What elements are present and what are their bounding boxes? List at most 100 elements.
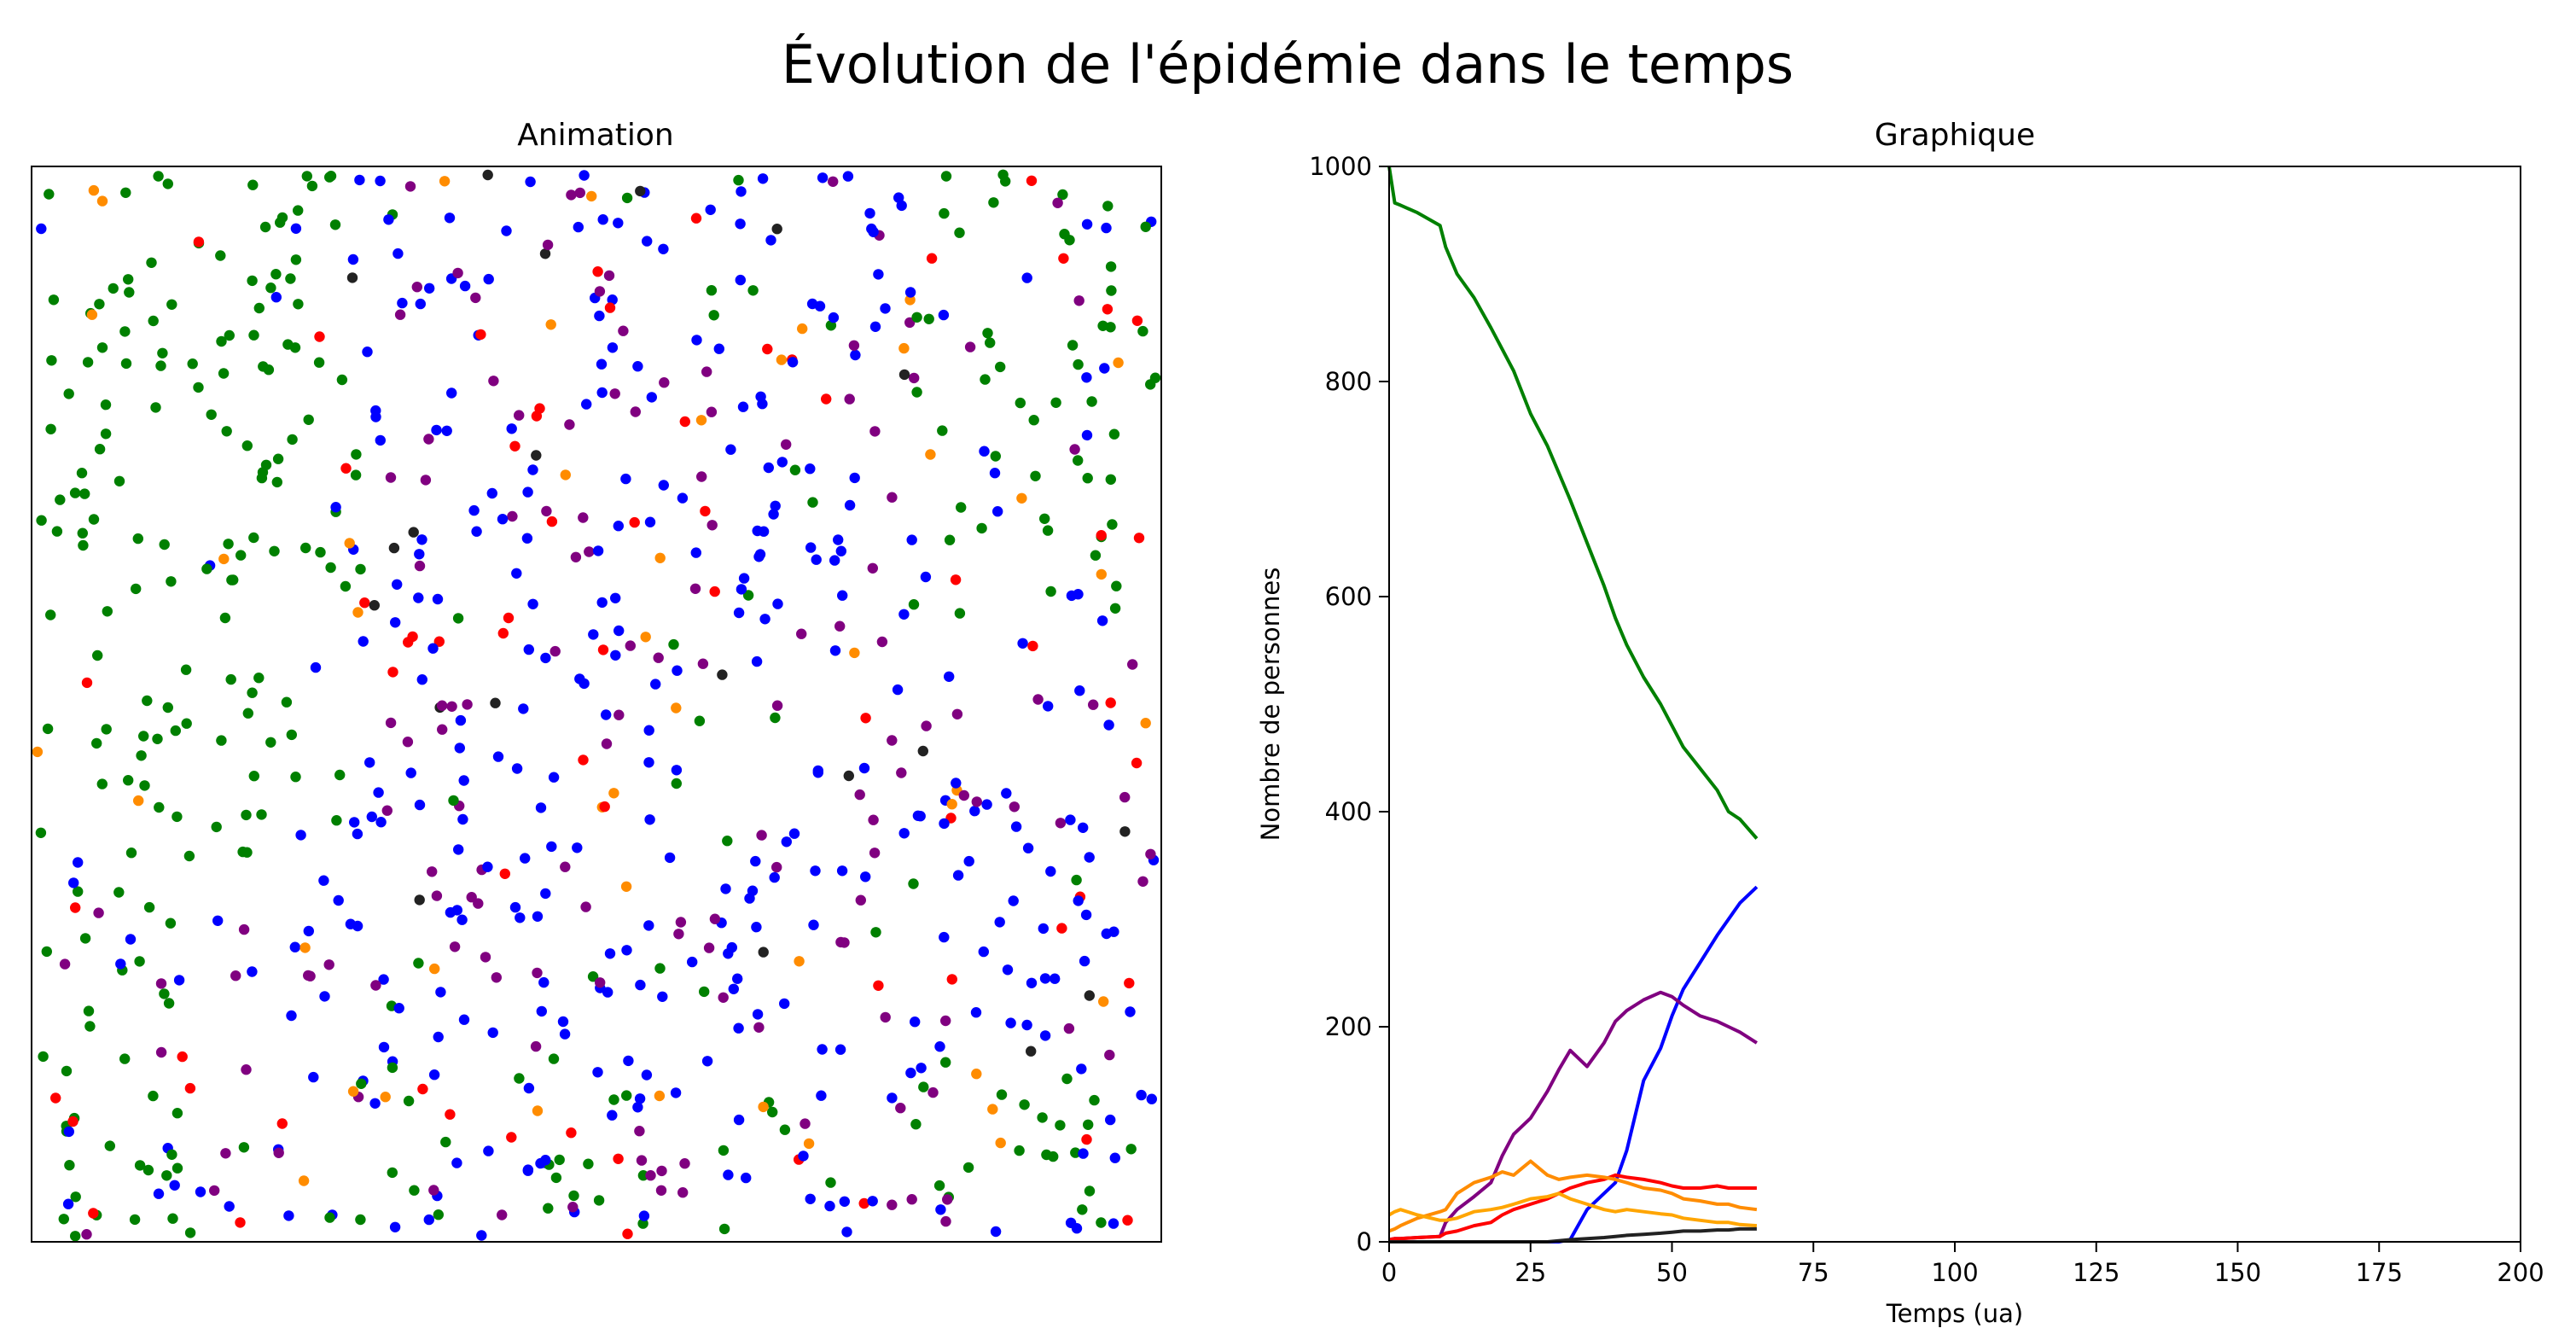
- scatter-point: [405, 767, 416, 778]
- scatter-point: [906, 1194, 917, 1205]
- scatter-point: [939, 207, 950, 219]
- scatter-point: [167, 1213, 178, 1224]
- scatter-point: [359, 597, 370, 609]
- scatter-point: [629, 516, 640, 528]
- scatter-point: [613, 625, 625, 637]
- scatter-point: [108, 283, 119, 294]
- scatter-point: [162, 178, 173, 189]
- scatter-point: [1055, 818, 1067, 829]
- scatter-point: [248, 329, 259, 341]
- scatter-point: [545, 319, 556, 330]
- scatter-point: [787, 357, 799, 368]
- scatter-point: [578, 512, 589, 523]
- x-tick-label: 25: [1515, 1258, 1546, 1287]
- scatter-point: [1146, 1093, 1158, 1104]
- scatter-point: [979, 446, 990, 457]
- scatter-point: [825, 1177, 836, 1188]
- scatter-point: [837, 590, 848, 601]
- scatter-point: [976, 522, 987, 534]
- scatter-point: [596, 597, 608, 609]
- animation-panel: Animation: [31, 118, 1162, 1243]
- scatter-point: [620, 473, 631, 485]
- scatter-point: [908, 599, 920, 610]
- scatter-point: [324, 1212, 335, 1223]
- scatter-point: [610, 650, 621, 661]
- scatter-point: [592, 266, 603, 277]
- scatter-point: [1137, 325, 1148, 337]
- scatter-point: [722, 836, 733, 847]
- scatter-point: [646, 392, 657, 403]
- scatter-point: [163, 998, 175, 1009]
- scatter-point: [779, 998, 790, 1010]
- scatter-point: [864, 207, 875, 219]
- scatter-point: [1105, 1114, 1116, 1126]
- scatter-point: [1107, 519, 1118, 530]
- scatter-point: [994, 917, 1005, 928]
- scatter-point: [898, 609, 910, 620]
- scatter-point: [329, 219, 341, 230]
- scatter-point: [133, 795, 144, 807]
- scatter-point: [985, 337, 996, 348]
- scatter-point: [596, 387, 608, 399]
- scatter-point: [572, 842, 583, 853]
- scatter-point: [769, 871, 780, 883]
- x-tick-label: 0: [1381, 1258, 1397, 1287]
- scatter-point: [285, 273, 296, 284]
- scatter-point: [644, 516, 656, 527]
- scatter-point: [506, 1132, 517, 1143]
- scatter-point: [523, 1082, 535, 1094]
- scatter-point: [152, 733, 163, 744]
- scatter-point: [530, 1040, 542, 1052]
- scatter-point: [293, 205, 304, 216]
- scatter-point: [733, 174, 744, 186]
- scatter-point: [1001, 788, 1012, 799]
- scatter-point: [265, 737, 276, 748]
- scatter-point: [708, 310, 719, 321]
- y-tick-label: 200: [1325, 1012, 1372, 1041]
- scatter-point: [609, 388, 620, 399]
- scatter-point: [578, 754, 589, 766]
- scatter-point: [1017, 638, 1028, 649]
- scatter-point: [989, 468, 1001, 479]
- scatter-point: [918, 1081, 929, 1092]
- scatter-point: [709, 585, 720, 597]
- scatter-point: [732, 973, 743, 984]
- scatter-point: [38, 1051, 49, 1063]
- scatter-point: [1127, 659, 1138, 670]
- scatter-point: [154, 801, 165, 813]
- scatter-point: [670, 1087, 682, 1098]
- scatter-point: [720, 883, 731, 894]
- scatter-point: [690, 547, 701, 558]
- scatter-point: [658, 480, 669, 491]
- scatter-point: [747, 885, 759, 896]
- scatter-point: [726, 941, 737, 953]
- scatter-point: [432, 593, 444, 605]
- scatter-point: [1055, 1120, 1066, 1131]
- scatter-point: [532, 967, 543, 979]
- scatter-point: [707, 520, 718, 531]
- scatter-point: [1065, 1217, 1077, 1229]
- scatter-point: [954, 608, 966, 619]
- scatter-point: [325, 562, 336, 574]
- scatter-point: [640, 632, 651, 643]
- scatter-point: [81, 677, 93, 689]
- scatter-point: [409, 1185, 420, 1196]
- scatter-point: [817, 172, 829, 183]
- scatter-point: [602, 987, 613, 998]
- scatter-point: [557, 1016, 569, 1028]
- scatter-point: [763, 462, 774, 474]
- scatter-point: [958, 789, 970, 801]
- scatter-point: [978, 946, 990, 958]
- scatter-point: [1137, 876, 1148, 888]
- scatter-point: [1073, 895, 1084, 906]
- scatter-point: [1042, 525, 1054, 536]
- scatter-point: [476, 1230, 487, 1241]
- scatter-point: [366, 811, 377, 823]
- animation-title: Animation: [517, 118, 674, 153]
- scatter-point: [1067, 340, 1079, 351]
- scatter-point: [1032, 694, 1044, 705]
- scatter-point: [247, 966, 258, 977]
- scatter-point: [138, 731, 149, 742]
- scatter-point: [758, 947, 769, 958]
- scatter-point: [607, 294, 618, 306]
